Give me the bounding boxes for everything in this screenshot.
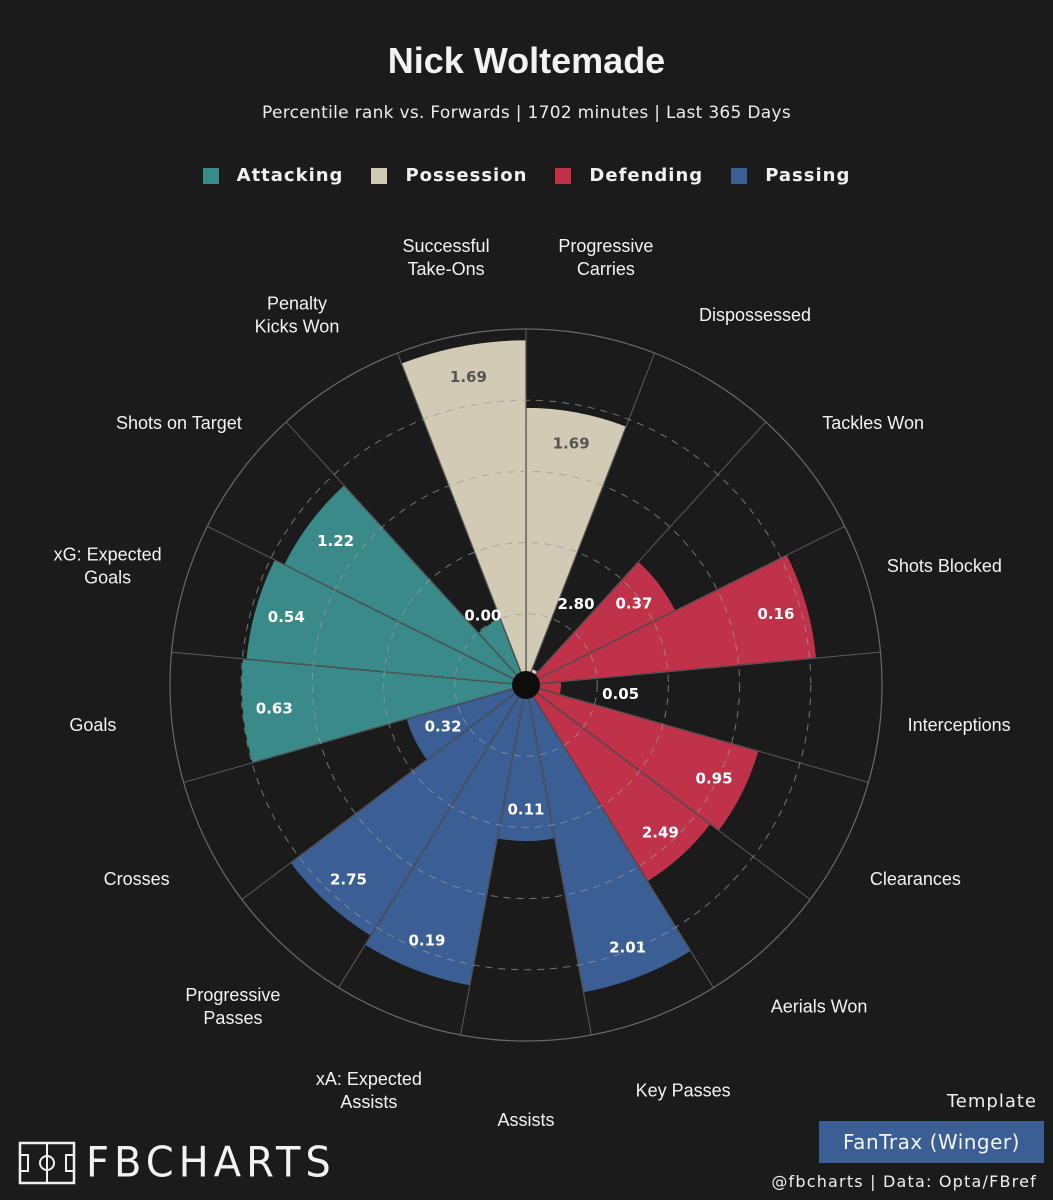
axis-label-shots-blocked: Shots Blocked <box>887 556 1002 576</box>
value-label-successful-take-ons: 1.69 <box>450 368 487 386</box>
value-label-clearances: 0.95 <box>696 770 733 788</box>
axis-label-goals: Goals <box>69 715 116 735</box>
value-label-interceptions: 0.05 <box>602 685 639 703</box>
grid-ring <box>454 613 598 757</box>
grid-spoke <box>525 352 656 686</box>
legend-label-attacking: Attacking <box>236 165 344 186</box>
axis-label-aerials-won: Aerials Won <box>771 996 868 1016</box>
grid-spoke <box>525 684 869 783</box>
value-label-xg-expected-goals: 0.54 <box>268 608 305 626</box>
grid-ring <box>311 470 741 900</box>
legend-item-attacking: Attacking <box>202 165 344 186</box>
legend-label-passing: Passing <box>765 165 851 186</box>
grid-ring <box>240 399 812 971</box>
grid-spoke <box>396 352 527 686</box>
grid-spoke <box>525 684 592 1036</box>
legend-label-possession: Possession <box>405 165 528 186</box>
chart-center-dot <box>512 671 540 699</box>
axis-label-progressive-carries: Progressive Carries <box>558 236 653 279</box>
value-label-dispossessed: 2.80 <box>558 595 595 613</box>
legend-item-passing: Passing <box>731 165 850 186</box>
legend-swatch-defending <box>555 167 572 184</box>
axis-label-xg-expected-goals: xG: Expected Goals <box>54 544 162 587</box>
value-label-shots-on-target: 1.22 <box>317 532 354 550</box>
legend: Attacking Possession Defending Passing <box>0 165 1053 186</box>
value-label-tackles-won: 0.37 <box>615 594 652 612</box>
legend-item-defending: Defending <box>555 165 703 186</box>
axis-label-penalty-kicks-won: Penalty Kicks Won <box>255 294 340 337</box>
axis-label-assists: Assists <box>497 1110 554 1130</box>
grid-spoke <box>525 421 767 686</box>
value-label-progressive-passes: 2.75 <box>330 871 367 889</box>
axis-label-key-passes: Key Passes <box>636 1081 731 1101</box>
legend-swatch-attacking <box>202 167 219 184</box>
value-label-progressive-carries: 1.69 <box>553 435 590 453</box>
axis-label-clearances: Clearances <box>870 869 961 889</box>
value-label-crosses: 0.32 <box>425 717 462 735</box>
grid-spoke <box>285 421 527 686</box>
chart-title: Nick Woltemade <box>387 40 666 81</box>
value-label-goals: 0.63 <box>256 699 293 717</box>
grid-spoke <box>525 684 811 900</box>
value-label-key-passes: 2.01 <box>609 938 646 956</box>
legend-swatch-possession <box>371 167 388 184</box>
template-label: Template <box>946 1091 1037 1112</box>
grid-spoke <box>183 684 527 783</box>
axis-label-shots-on-target: Shots on Target <box>116 413 242 433</box>
grid-spoke <box>460 684 527 1036</box>
fbcharts-logo: FBCHARTS <box>18 1138 336 1188</box>
value-label-shots-blocked: 0.16 <box>757 605 794 623</box>
template-name: FanTrax (Winger) <box>843 1130 1020 1154</box>
template-badge: FanTrax (Winger) <box>819 1121 1044 1163</box>
axis-label-xa-expected-assists: xA: Expected Assists <box>316 1069 422 1112</box>
axis-label-interceptions: Interceptions <box>908 715 1011 735</box>
value-label-aerials-won: 2.49 <box>642 823 679 841</box>
axis-label-dispossessed: Dispossessed <box>699 305 811 325</box>
chart-subtitle: Percentile rank vs. Forwards | 1702 minu… <box>262 103 791 123</box>
legend-label-defending: Defending <box>589 165 704 186</box>
logo-text: FBCHARTS <box>86 1138 336 1188</box>
grid-spoke <box>207 525 527 686</box>
legend-swatch-passing <box>731 167 748 184</box>
bar-successful-take-ons <box>400 339 527 686</box>
grid-spoke <box>525 525 845 686</box>
value-label-penalty-kicks-won: 0.00 <box>464 606 501 624</box>
grid-spoke <box>525 684 714 988</box>
grid-spoke <box>171 651 527 686</box>
grid-outer-ring <box>169 328 883 1042</box>
axis-label-successful-take-ons: Successful Take-Ons <box>403 236 490 279</box>
grid-spoke <box>525 651 881 686</box>
value-label-xa-expected-assists: 0.19 <box>408 932 445 950</box>
value-label-assists: 0.11 <box>507 801 544 819</box>
legend-item-possession: Possession <box>371 165 527 186</box>
data-credit: @fbcharts | Data: Opta/FBref <box>771 1172 1037 1191</box>
axis-label-progressive-passes: Progressive Passes <box>185 985 280 1028</box>
grid-ring <box>383 542 669 828</box>
grid-spoke <box>241 684 527 900</box>
pitch-icon <box>18 1141 76 1185</box>
axis-label-tackles-won: Tackles Won <box>822 413 924 433</box>
grid-spoke <box>338 684 527 988</box>
axis-label-crosses: Crosses <box>104 869 170 889</box>
